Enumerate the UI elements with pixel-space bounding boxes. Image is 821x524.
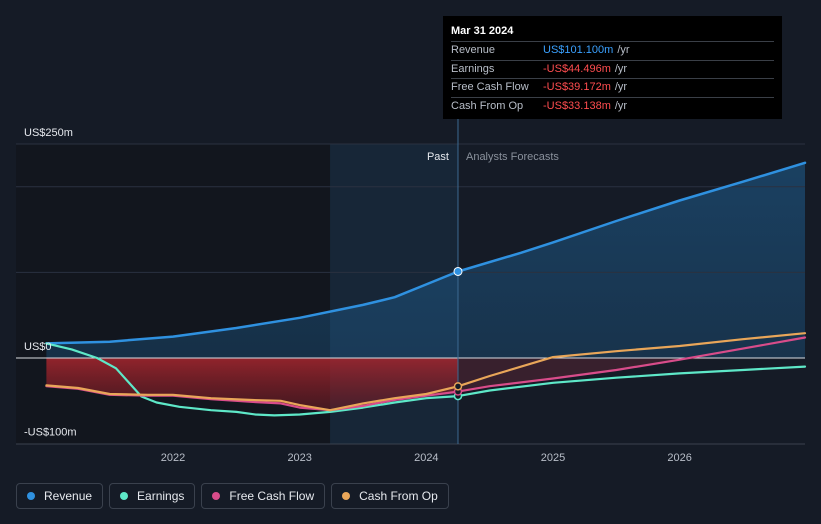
legend-item-cash-from-op[interactable]: Cash From Op — [331, 483, 449, 509]
tooltip-row-free-cash-flow: Free Cash Flow -US$39.172m /yr — [451, 78, 774, 97]
legend-item-earnings[interactable]: Earnings — [109, 483, 196, 509]
tooltip: Mar 31 2024 Revenue US$101.100m /yr Earn… — [443, 16, 782, 119]
tooltip-row-earnings: Earnings -US$44.496m /yr — [451, 59, 774, 79]
tooltip-row-revenue: Revenue US$101.100m /yr — [451, 41, 774, 60]
series-line-cash-from-op — [45, 332, 807, 412]
tooltip-unit: /yr — [614, 62, 628, 75]
x-tick-label: 2024 — [414, 452, 438, 464]
x-tick-label: 2025 — [541, 452, 565, 464]
tooltip-label: Free Cash Flow — [451, 81, 529, 93]
tooltip-unit: /yr — [614, 81, 628, 93]
legend-item-free-cash-flow[interactable]: Free Cash Flow — [201, 483, 326, 509]
negative-area — [46, 358, 458, 411]
legend-label: Revenue — [44, 489, 93, 503]
y-axis-label: -US$100m — [24, 427, 77, 439]
tooltip-value: -US$33.138m — [543, 99, 611, 112]
x-tick-label: 2026 — [667, 452, 691, 464]
past-label: Past — [427, 151, 449, 163]
tooltip-label: Earnings — [451, 62, 495, 75]
marker-revenue-current — [453, 266, 463, 276]
series-line-earnings — [45, 342, 807, 417]
legend-label: Free Cash Flow — [229, 489, 315, 503]
legend-label: Earnings — [137, 489, 185, 503]
tooltip-unit: /yr — [617, 44, 630, 56]
marker-cash-from-op — [453, 382, 463, 391]
tooltip-value: -US$39.172m — [543, 81, 611, 93]
forecast-label: Analysts Forecasts — [466, 151, 559, 163]
x-tick-label: 2022 — [161, 452, 185, 464]
tooltip-date: Mar 31 2024 — [451, 25, 514, 37]
series-line-revenue — [45, 161, 807, 345]
legend-dot-icon — [120, 492, 129, 500]
legend-dot-icon — [342, 492, 351, 500]
legend-item-revenue[interactable]: Revenue — [16, 483, 104, 509]
legend: Revenue Earnings Free Cash Flow Cash Fro… — [16, 483, 449, 509]
y-axis-label: US$0 — [24, 341, 52, 353]
tooltip-label: Cash From Op — [451, 99, 524, 112]
x-tick-label: 2023 — [287, 452, 311, 464]
tooltip-label: Revenue — [451, 44, 496, 56]
tooltip-row-cash-from-op: Cash From Op -US$33.138m /yr — [451, 96, 774, 116]
y-axis-label: US$250m — [24, 127, 73, 139]
tooltip-value: -US$44.496m — [543, 62, 611, 75]
revenue-area — [46, 162, 806, 358]
legend-dot-icon — [27, 492, 35, 500]
negative-forecast-area — [457, 358, 805, 392]
legend-dot-icon — [212, 492, 221, 500]
tooltip-value: US$101.100m — [543, 44, 614, 56]
tooltip-unit: /yr — [614, 99, 628, 112]
legend-label: Cash From Op — [359, 489, 438, 503]
